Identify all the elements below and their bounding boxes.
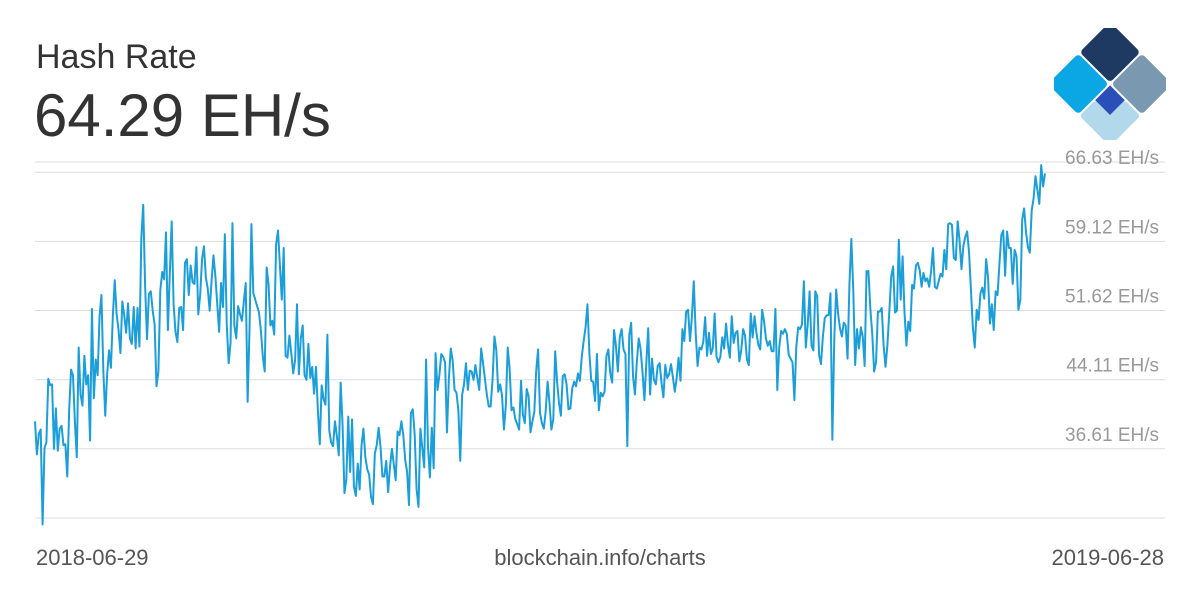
blockchain-logo-icon bbox=[1054, 28, 1166, 140]
grid-lines bbox=[35, 161, 1165, 519]
y-tick-label: 36.61 EH/s bbox=[1065, 425, 1159, 446]
x-axis-end-date: 2019-06-28 bbox=[1051, 545, 1164, 570]
logo-square-blue bbox=[1095, 85, 1125, 116]
y-tick-label: 51.62 EH/s bbox=[1065, 287, 1159, 308]
logo-square-light-2 bbox=[1095, 101, 1140, 140]
y-tick-label: 66.63 EH/s bbox=[1065, 148, 1159, 169]
x-axis-start-date: 2018-06-29 bbox=[36, 545, 149, 570]
chart-title: Hash Rate bbox=[36, 38, 197, 76]
logo-square-navy bbox=[1081, 28, 1139, 81]
logo-square-cyan bbox=[1054, 55, 1107, 113]
series-layer bbox=[34, 164, 1046, 526]
current-value: 64.29 EH/s bbox=[34, 82, 331, 149]
hash-rate-series-line bbox=[34, 164, 1046, 526]
logo-square-slate bbox=[1113, 55, 1166, 113]
y-tick-label: 44.11 EH/s bbox=[1066, 356, 1159, 377]
y-tick-labels: 36.61 EH/s 44.11 EH/s 51.62 EH/s 59.12 EH/s… bbox=[1065, 148, 1159, 446]
y-tick-label: 59.12 EH/s bbox=[1065, 217, 1159, 238]
source-label: blockchain.info/charts bbox=[494, 545, 706, 570]
